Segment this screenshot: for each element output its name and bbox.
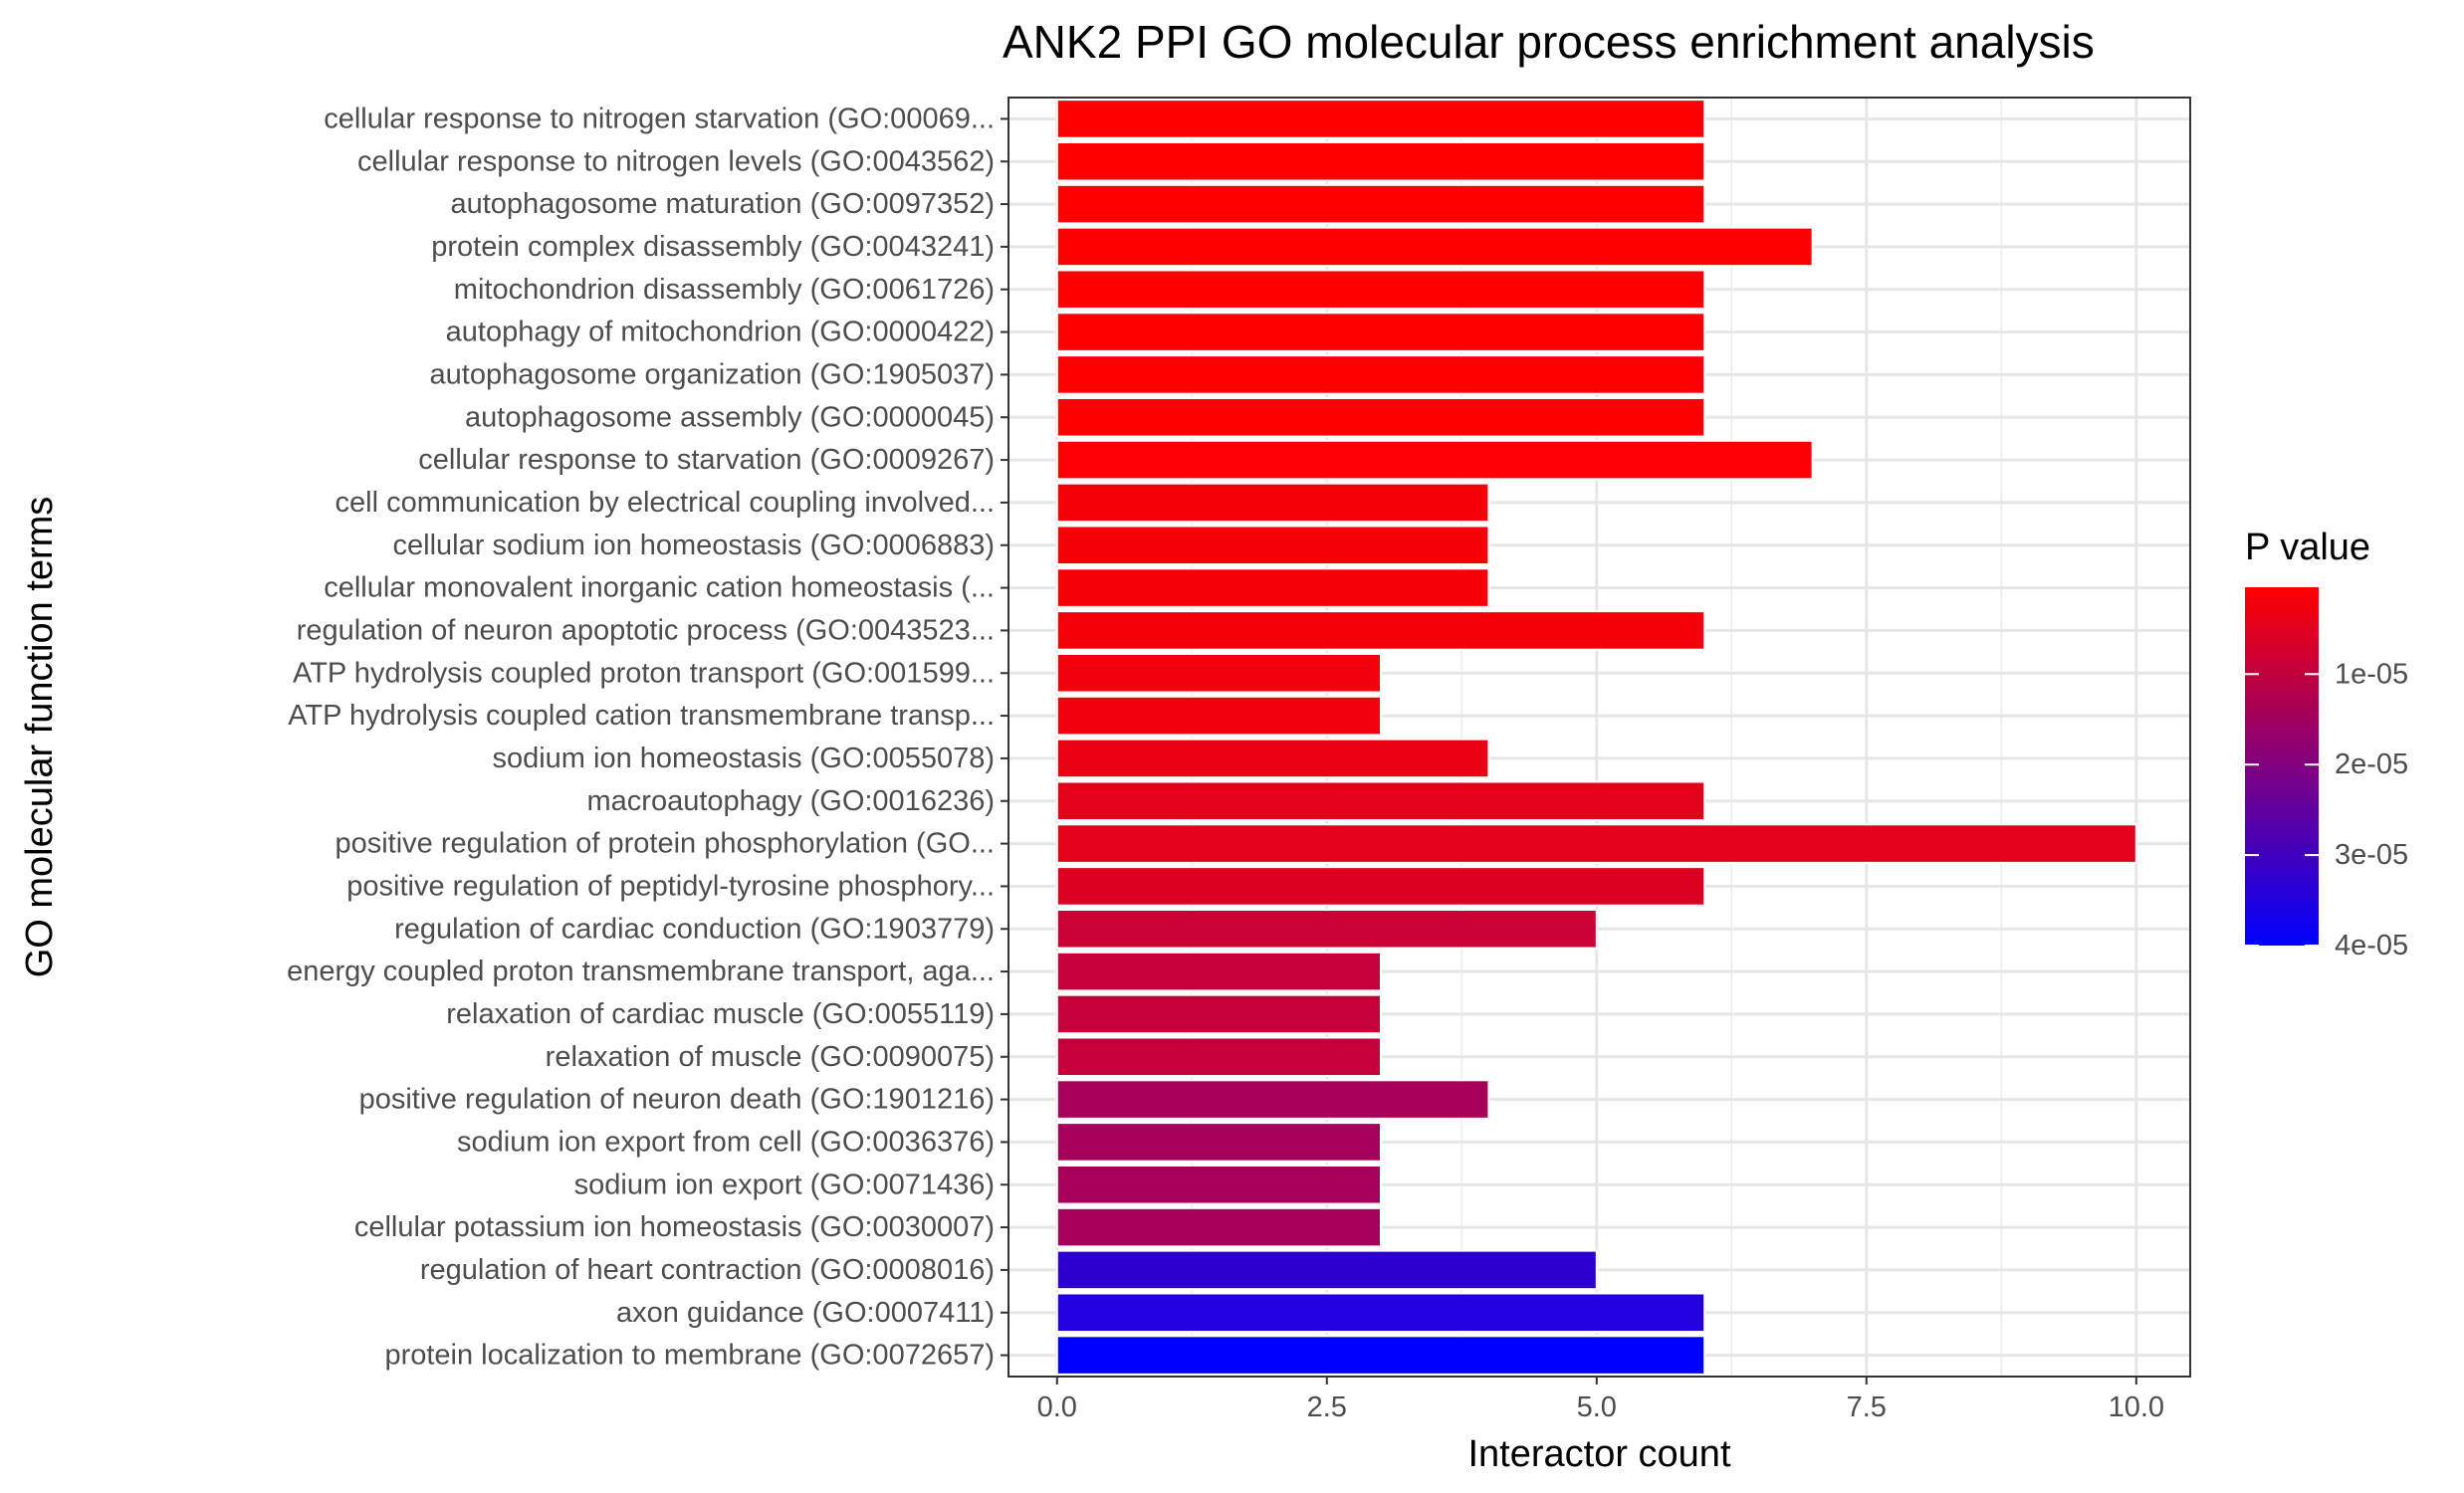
category-label: positive regulation of protein phosphory… [335, 828, 995, 860]
category-label: sodium ion export from cell (GO:0036376) [457, 1126, 995, 1158]
legend-ticks: 1e-05 2e-05 3e-05 4e-05 [2245, 658, 2408, 961]
bar [1055, 866, 1706, 907]
bar [1055, 439, 1814, 481]
bar [1055, 567, 1490, 608]
legend-title: P value [2245, 527, 2370, 568]
x-axis-ticks: 0.0 2.5 5.0 7.5 10.0 [1037, 1377, 2164, 1423]
category-label: cellular response to nitrogen levels (GO… [357, 145, 995, 177]
bars-group [1055, 99, 2137, 1376]
bar [1055, 99, 1706, 139]
category-label: regulation of heart contraction (GO:0008… [420, 1254, 995, 1286]
category-label: cellular response to nitrogen starvation… [324, 103, 995, 134]
x-tick-label: 2.5 [1307, 1391, 1347, 1423]
bar [1055, 525, 1490, 566]
bar [1055, 396, 1706, 438]
legend-tick-label: 1e-05 [2335, 658, 2408, 690]
bar [1055, 482, 1490, 524]
category-label: ATP hydrolysis coupled proton transport … [293, 657, 995, 689]
bar [1055, 354, 1706, 395]
legend-tick-label: 3e-05 [2335, 839, 2408, 871]
category-label: mitochondrion disassembly (GO:0061726) [454, 274, 995, 306]
y-axis-title: GO molecular function terms [19, 497, 61, 978]
bar [1055, 1079, 1490, 1120]
x-axis-title: Interactor count [1467, 1433, 1730, 1475]
category-label: regulation of cardiac conduction (GO:190… [394, 913, 995, 945]
x-tick-label: 7.5 [1847, 1391, 1887, 1423]
bar [1055, 1249, 1598, 1291]
bar [1055, 823, 2137, 864]
category-label: autophagosome assembly (GO:0000045) [465, 401, 995, 433]
category-label: energy coupled proton transmembrane tran… [287, 956, 995, 987]
category-label: cell communication by electrical couplin… [336, 487, 995, 519]
legend: P value 1e-05 2e-05 3e-05 4e-05 [2245, 527, 2408, 961]
category-label: autophagy of mitochondrion (GO:0000422) [446, 317, 995, 348]
bar [1055, 140, 1706, 182]
category-label: positive regulation of peptidyl-tyrosine… [346, 870, 995, 902]
bar [1055, 652, 1382, 694]
bar [1055, 780, 1706, 822]
category-label: protein localization to membrane (GO:007… [384, 1340, 995, 1372]
category-label: sodium ion homeostasis (GO:0055078) [492, 743, 995, 774]
bar [1055, 183, 1706, 225]
category-label: ATP hydrolysis coupled cation transmembr… [288, 700, 995, 732]
category-label: cellular response to starvation (GO:0009… [418, 444, 995, 476]
category-label: protein complex disassembly (GO:0043241) [431, 231, 995, 263]
x-tick-label: 10.0 [2109, 1391, 2164, 1423]
x-tick-label: 5.0 [1577, 1391, 1617, 1423]
bar [1055, 951, 1382, 992]
bar [1055, 1164, 1382, 1205]
bar [1055, 312, 1706, 352]
x-tick-label: 0.0 [1037, 1391, 1077, 1423]
bar [1055, 908, 1598, 950]
legend-tick-label: 2e-05 [2335, 748, 2408, 780]
bar [1055, 993, 1382, 1035]
category-label: cellular monovalent inorganic cation hom… [324, 572, 995, 604]
category-label: axon guidance (GO:0007411) [616, 1297, 995, 1329]
legend-colorbar [2245, 587, 2319, 946]
chart-title: ANK2 PPI GO molecular process enrichment… [1003, 16, 2095, 68]
bar [1055, 610, 1706, 651]
category-label: relaxation of cardiac muscle (GO:0055119… [446, 998, 995, 1030]
plot-panel [1008, 98, 2190, 1377]
bar [1055, 1292, 1706, 1334]
category-label: cellular sodium ion homeostasis (GO:0006… [393, 530, 995, 561]
category-label: positive regulation of neuron death (GO:… [359, 1084, 995, 1116]
category-label: autophagosome maturation (GO:0097352) [450, 188, 995, 220]
category-labels: cellular response to nitrogen starvation… [287, 103, 1008, 1372]
bar [1055, 695, 1382, 737]
category-label: cellular potassium ion homeostasis (GO:0… [354, 1211, 995, 1243]
legend-tick-label: 4e-05 [2335, 930, 2408, 961]
bar [1055, 738, 1490, 779]
category-label: sodium ion export (GO:0071436) [574, 1169, 995, 1200]
bar [1055, 1122, 1382, 1163]
bar [1055, 1335, 1706, 1376]
bar [1055, 269, 1706, 311]
category-label: relaxation of muscle (GO:0090075) [546, 1041, 995, 1073]
category-label: macroautophagy (GO:0016236) [587, 785, 995, 817]
category-label: autophagosome organization (GO:1905037) [430, 358, 996, 390]
bar [1055, 226, 1814, 268]
plot-border [1008, 97, 2191, 1378]
bar [1055, 1036, 1382, 1078]
bar [1055, 1206, 1382, 1248]
category-label: regulation of neuron apoptotic process (… [297, 614, 995, 646]
